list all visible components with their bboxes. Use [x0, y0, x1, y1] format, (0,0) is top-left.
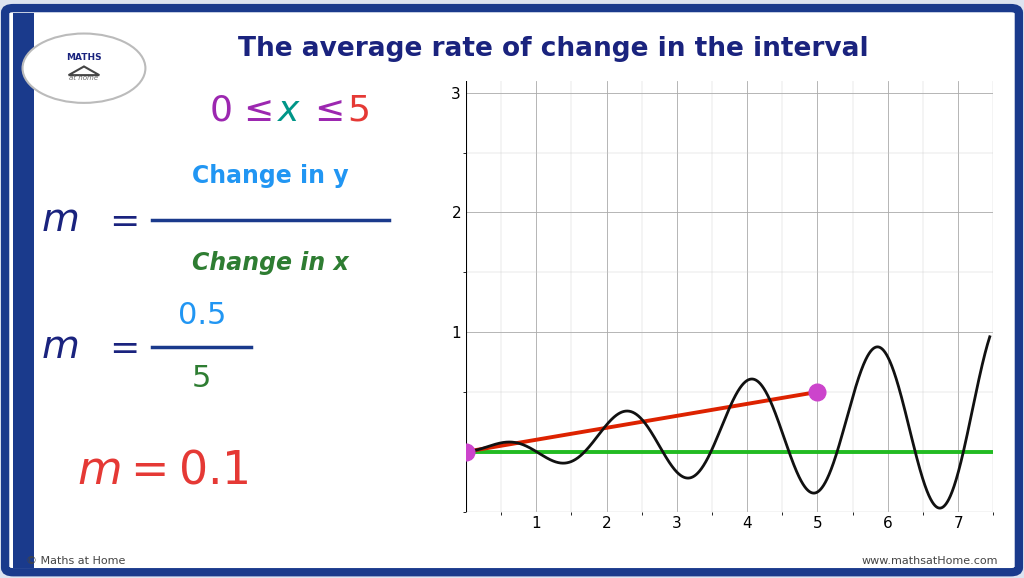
- Text: The average rate of change in the interval: The average rate of change in the interv…: [238, 36, 868, 62]
- Text: at home: at home: [70, 75, 98, 81]
- Text: $=$: $=$: [102, 330, 138, 364]
- Text: $0$: $0$: [209, 94, 231, 128]
- Text: $=$: $=$: [102, 203, 138, 236]
- Text: Change in y: Change in y: [193, 164, 348, 188]
- Text: © Maths at Home: © Maths at Home: [26, 555, 125, 566]
- Circle shape: [23, 34, 145, 103]
- FancyBboxPatch shape: [5, 8, 1019, 572]
- Text: $5$: $5$: [347, 94, 370, 128]
- Text: 0.5: 0.5: [177, 301, 226, 329]
- Text: MATHS: MATHS: [67, 53, 101, 62]
- Text: www.mathsatHome.com: www.mathsatHome.com: [862, 555, 998, 566]
- Text: 5: 5: [193, 364, 211, 393]
- Text: $m$: $m$: [41, 201, 78, 239]
- Text: Change in x: Change in x: [191, 251, 349, 275]
- Text: $m = 0.1$: $m = 0.1$: [77, 449, 249, 494]
- Text: $\leq$: $\leq$: [307, 94, 342, 128]
- Bar: [13, 13, 34, 568]
- Text: $\leq$: $\leq$: [237, 94, 271, 128]
- Text: $x$: $x$: [278, 94, 302, 128]
- Text: $m$: $m$: [41, 328, 78, 366]
